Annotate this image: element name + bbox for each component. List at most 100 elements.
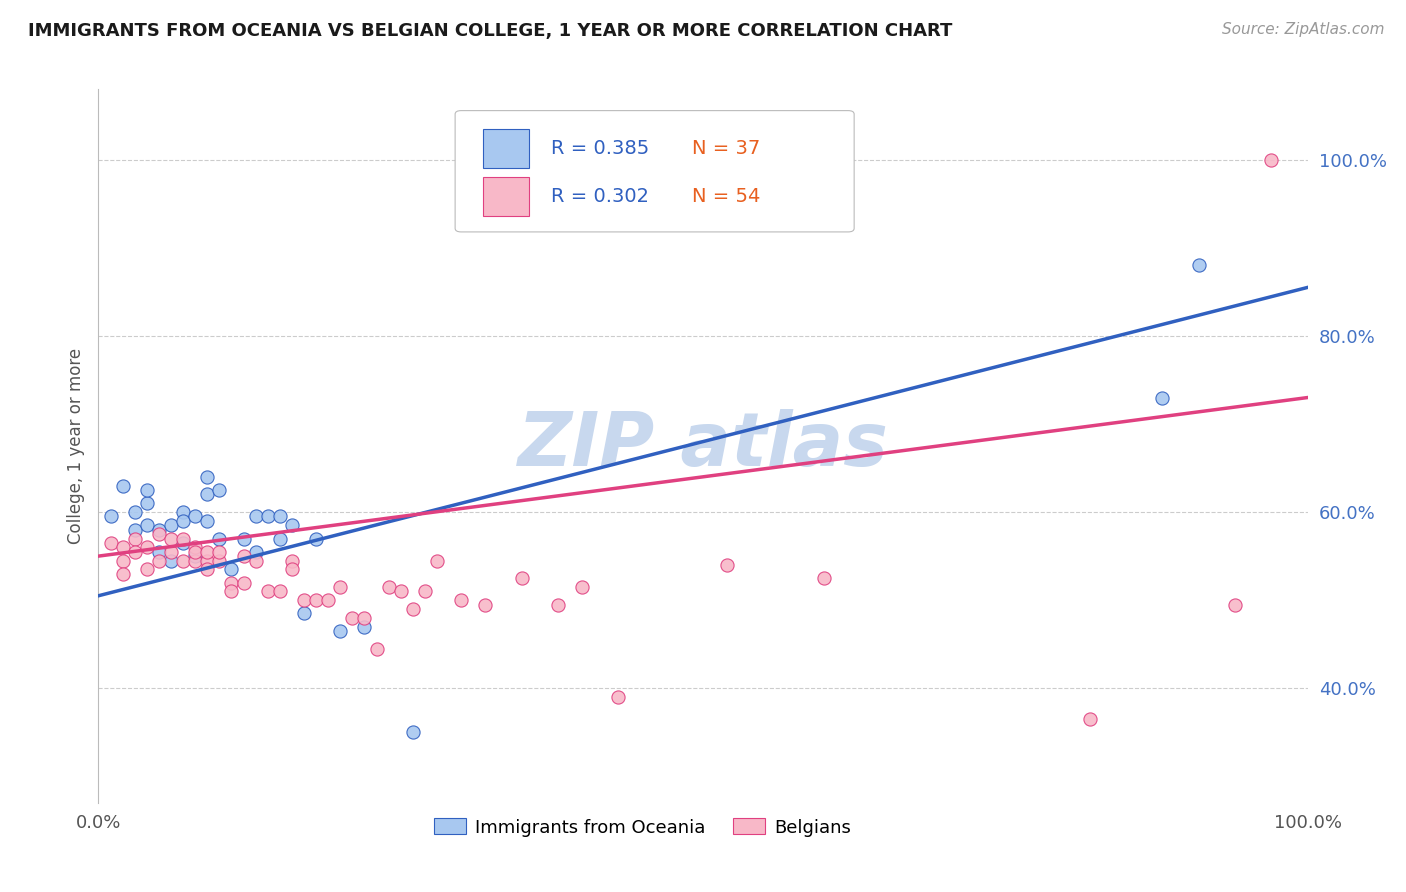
Point — [208, 532, 231, 546]
Point — [221, 584, 243, 599]
Point — [221, 562, 243, 576]
Point — [1260, 153, 1282, 167]
Point — [353, 611, 375, 625]
Point — [124, 532, 146, 546]
Point — [148, 523, 170, 537]
Legend: Immigrants from Oceania, Belgians: Immigrants from Oceania, Belgians — [426, 811, 859, 844]
Point — [111, 566, 134, 581]
Text: R = 0.302: R = 0.302 — [551, 186, 648, 206]
Point — [245, 545, 267, 559]
Point — [281, 562, 304, 576]
Text: ZIP atlas: ZIP atlas — [517, 409, 889, 483]
Point — [413, 584, 436, 599]
Point — [195, 545, 218, 559]
FancyBboxPatch shape — [456, 111, 855, 232]
Point — [366, 641, 388, 656]
Point — [232, 575, 254, 590]
Y-axis label: College, 1 year or more: College, 1 year or more — [66, 348, 84, 544]
Point — [160, 532, 183, 546]
Point — [208, 553, 231, 567]
Point — [292, 593, 315, 607]
Point — [184, 545, 207, 559]
Point — [100, 536, 122, 550]
Point — [607, 690, 630, 704]
Point — [172, 553, 194, 567]
Point — [281, 518, 304, 533]
Point — [195, 470, 218, 484]
Point — [474, 598, 496, 612]
Point — [135, 496, 157, 510]
Point — [208, 483, 231, 497]
Point — [111, 553, 134, 567]
Point — [124, 505, 146, 519]
Point — [269, 509, 291, 524]
Point — [135, 562, 157, 576]
Point — [100, 509, 122, 524]
Point — [245, 553, 267, 567]
Point — [305, 593, 328, 607]
Point — [1223, 598, 1246, 612]
Point — [172, 505, 194, 519]
Point — [172, 536, 194, 550]
Point — [342, 611, 364, 625]
Point — [329, 580, 352, 594]
Point — [510, 571, 533, 585]
Point — [184, 553, 207, 567]
Point — [148, 553, 170, 567]
Point — [1078, 712, 1101, 726]
Point — [135, 541, 157, 555]
Text: N = 54: N = 54 — [692, 186, 761, 206]
Point — [402, 725, 425, 739]
Point — [716, 558, 738, 572]
Point — [269, 584, 291, 599]
Point — [547, 598, 569, 612]
Point — [256, 584, 278, 599]
Point — [426, 553, 449, 567]
Point — [305, 532, 328, 546]
Point — [450, 593, 472, 607]
Point — [160, 553, 183, 567]
Point — [571, 580, 593, 594]
Text: R = 0.385: R = 0.385 — [551, 139, 650, 158]
Point — [195, 487, 218, 501]
Point — [269, 532, 291, 546]
Point — [160, 545, 183, 559]
Point — [402, 602, 425, 616]
Point — [184, 549, 207, 563]
Point — [160, 518, 183, 533]
Point — [813, 571, 835, 585]
Point — [232, 532, 254, 546]
Point — [124, 545, 146, 559]
Point — [232, 549, 254, 563]
Point — [208, 545, 231, 559]
Point — [195, 514, 218, 528]
Point — [281, 553, 304, 567]
Point — [353, 619, 375, 633]
Point — [124, 523, 146, 537]
Point — [135, 483, 157, 497]
FancyBboxPatch shape — [482, 177, 529, 216]
Point — [245, 509, 267, 524]
Point — [184, 509, 207, 524]
Point — [389, 584, 412, 599]
Point — [148, 545, 170, 559]
Point — [172, 532, 194, 546]
Text: IMMIGRANTS FROM OCEANIA VS BELGIAN COLLEGE, 1 YEAR OR MORE CORRELATION CHART: IMMIGRANTS FROM OCEANIA VS BELGIAN COLLE… — [28, 22, 952, 40]
Text: Source: ZipAtlas.com: Source: ZipAtlas.com — [1222, 22, 1385, 37]
Point — [1152, 391, 1174, 405]
Point — [195, 562, 218, 576]
Point — [329, 624, 352, 638]
Point — [256, 509, 278, 524]
FancyBboxPatch shape — [482, 128, 529, 168]
Point — [172, 514, 194, 528]
Point — [1188, 259, 1211, 273]
Point — [135, 518, 157, 533]
Text: N = 37: N = 37 — [692, 139, 761, 158]
Point — [111, 541, 134, 555]
Point — [195, 553, 218, 567]
Point — [221, 575, 243, 590]
Point — [148, 527, 170, 541]
Point — [377, 580, 399, 594]
Point — [184, 541, 207, 555]
Point — [111, 478, 134, 492]
